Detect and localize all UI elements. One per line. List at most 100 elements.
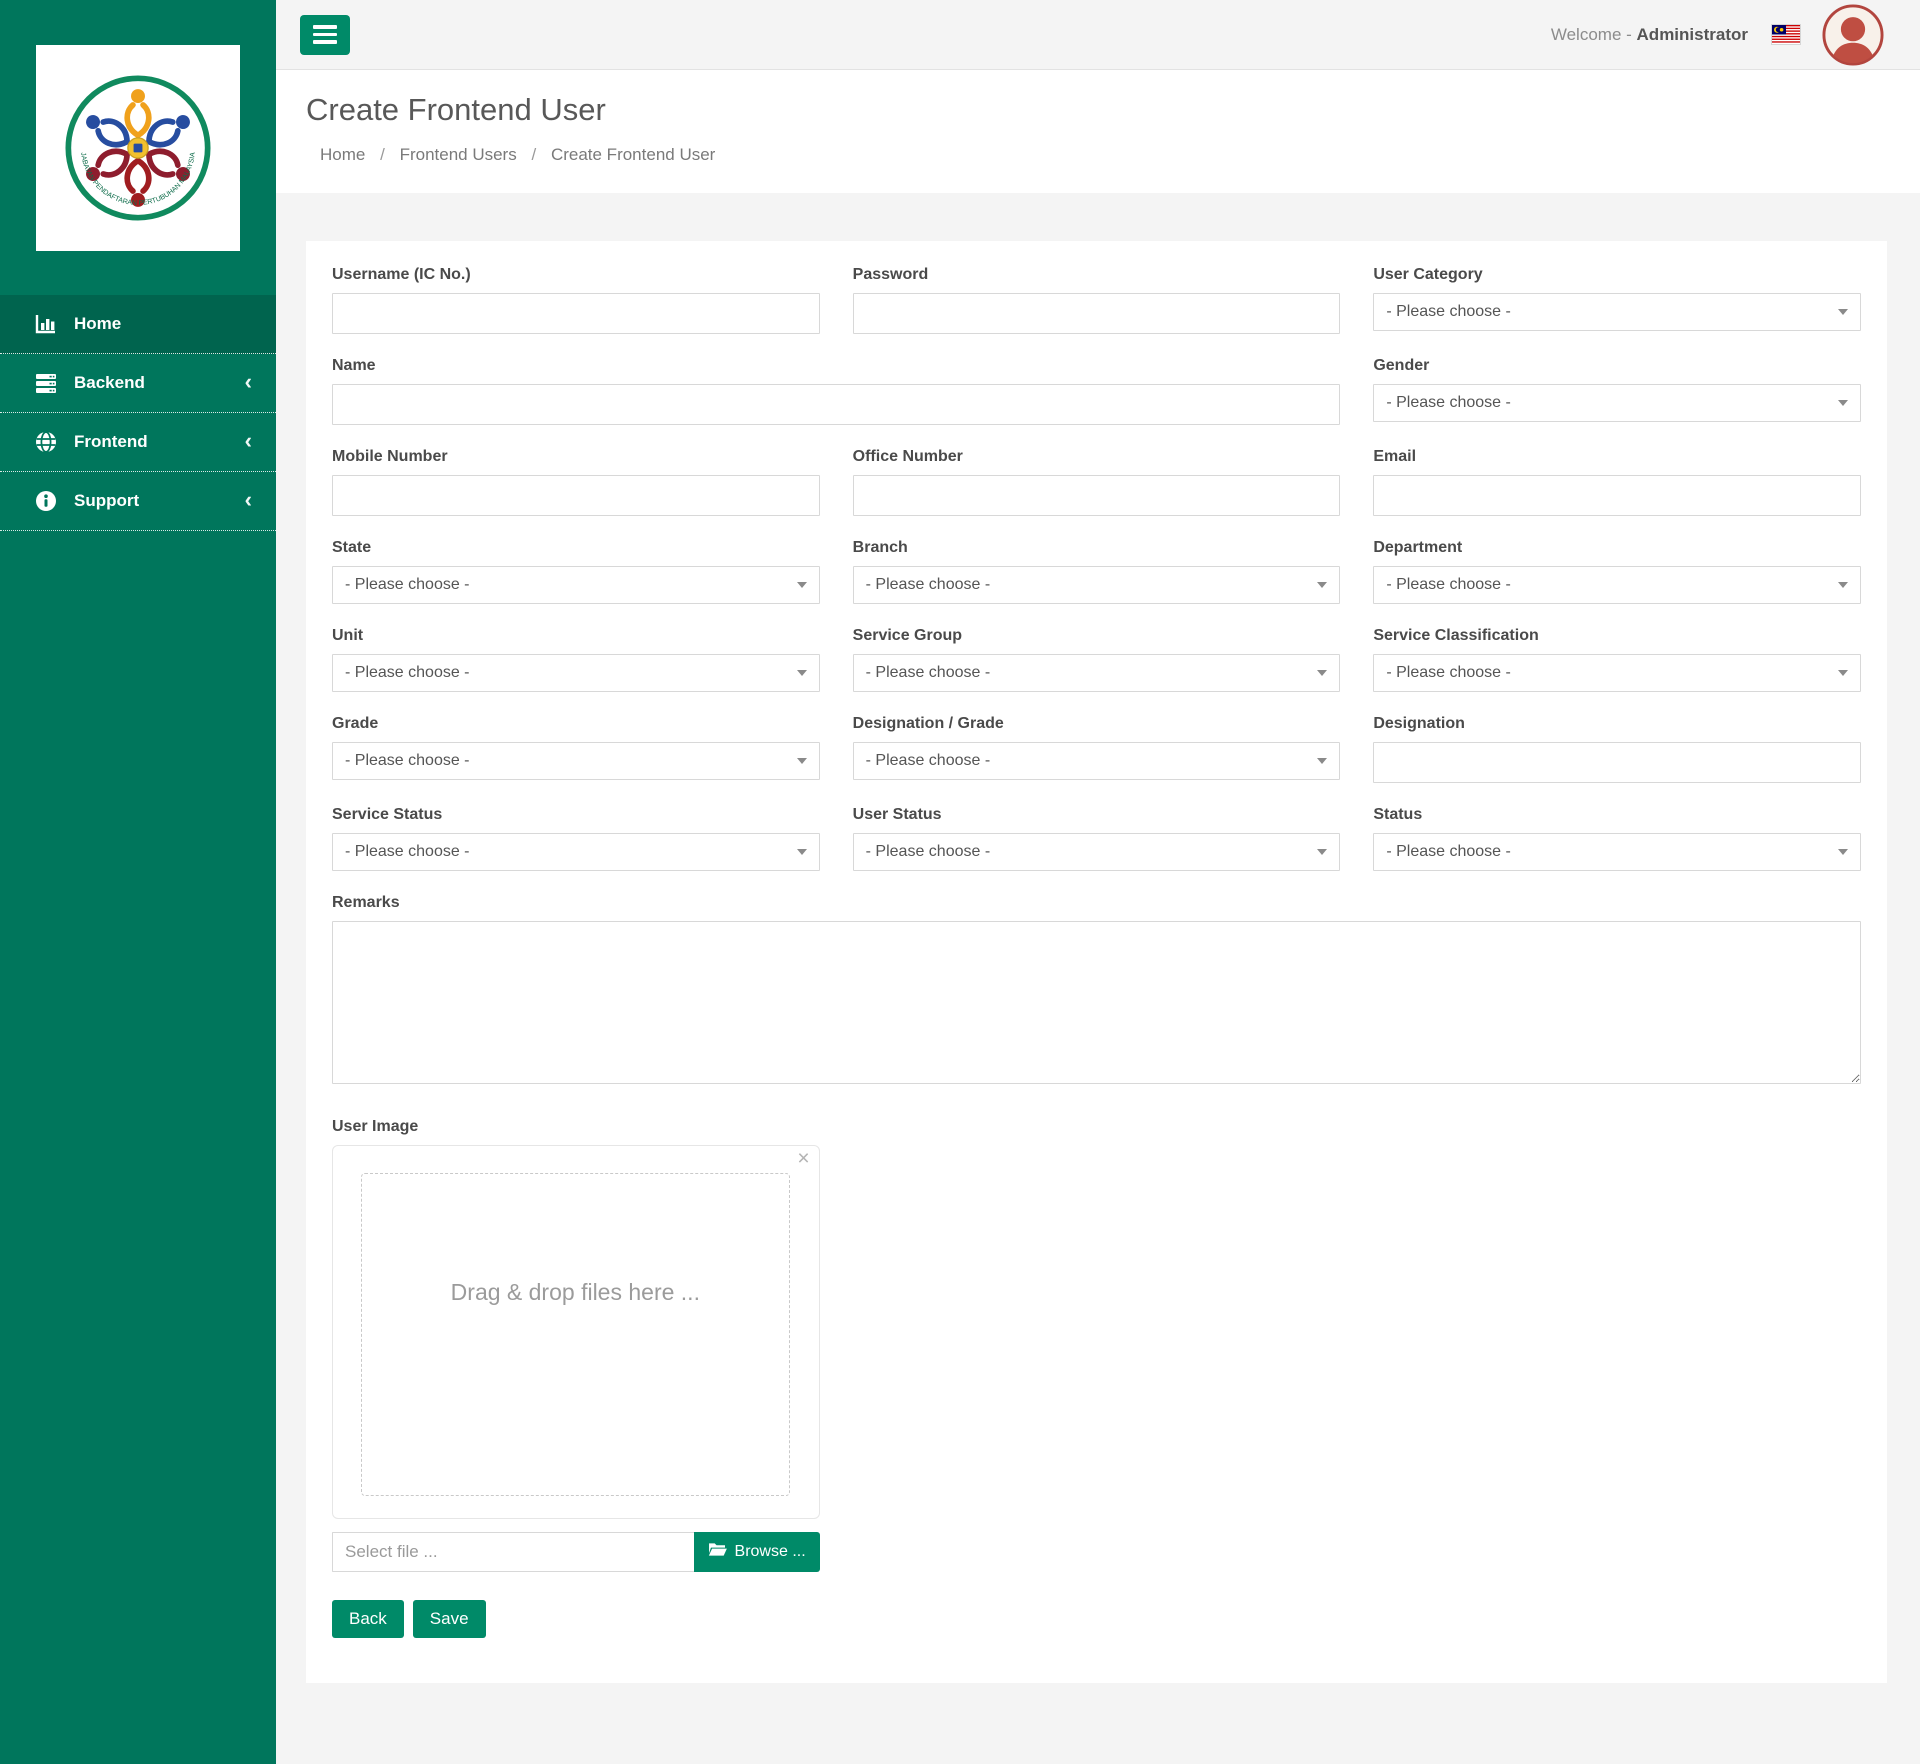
user-status-select[interactable]: - Please choose - (852, 833, 1341, 871)
unit-select[interactable]: - Please choose - (332, 654, 820, 692)
browse-button[interactable]: Browse ... (693, 1532, 820, 1572)
service-status-label: Service Status (332, 806, 443, 823)
state-label: State (332, 539, 372, 556)
close-icon[interactable]: × (797, 1147, 810, 1170)
field-mobile-number: Mobile Number (332, 447, 820, 516)
unit-label: Unit (332, 627, 364, 644)
browse-button-label: Browse ... (734, 1543, 806, 1560)
chevron-down-icon (796, 582, 807, 588)
email-input[interactable] (1373, 475, 1861, 516)
service-classification-label: Service Classification (1373, 627, 1539, 644)
save-button[interactable]: Save (412, 1600, 486, 1638)
user-avatar[interactable] (1822, 3, 1884, 66)
service-group-label: Service Group (852, 627, 963, 644)
page-title: Create Frontend User (306, 92, 606, 127)
field-user-image: User Image × Drag & drop files here ... (332, 1117, 820, 1572)
sidebar-item-label: Home (74, 314, 122, 333)
remarks-textarea[interactable] (332, 921, 1861, 1084)
menu-toggle-button[interactable] (300, 14, 350, 55)
image-dropzone[interactable]: × Drag & drop files here ... (332, 1145, 820, 1519)
gender-select[interactable]: - Please choose - (1373, 384, 1861, 422)
select-file-input[interactable] (332, 1532, 694, 1572)
ros-malaysia-logo-icon: JABATAN PENDAFTARAN PERTUBUHAN MALAYSIA (65, 75, 211, 221)
chevron-left-icon: ‹ (244, 428, 252, 453)
field-user-category: User Category - Please choose - (1373, 265, 1861, 334)
file-select-row: Browse ... (332, 1532, 820, 1572)
field-branch: Branch - Please choose - (852, 538, 1341, 604)
field-department: Department - Please choose - (1373, 538, 1861, 604)
username-input[interactable] (332, 293, 820, 334)
field-service-classification: Service Classification - Please choose - (1373, 626, 1861, 692)
select-value: - Please choose - (1386, 303, 1511, 320)
department-select[interactable]: - Please choose - (1373, 566, 1861, 604)
service-status-select[interactable]: - Please choose - (332, 833, 820, 871)
breadcrumb-current: Create Frontend User (550, 145, 716, 164)
username-label: Username (IC No.) (332, 266, 471, 283)
chevron-down-icon (1317, 670, 1328, 676)
password-label: Password (852, 266, 929, 283)
designation-grade-select[interactable]: - Please choose - (852, 742, 1341, 780)
breadcrumb-separator: / (531, 145, 537, 164)
chevron-down-icon (1837, 309, 1848, 315)
designation-grade-label: Designation / Grade (852, 715, 1004, 732)
sidebar: JABATAN PENDAFTARAN PERTUBUHAN MALAYSIA … (0, 0, 276, 1764)
select-value: - Please choose - (865, 576, 991, 593)
state-select[interactable]: - Please choose - (332, 566, 820, 604)
back-button[interactable]: Back (332, 1600, 404, 1638)
breadcrumb-home[interactable]: Home (320, 145, 366, 164)
user-category-select[interactable]: - Please choose - (1373, 293, 1861, 331)
field-designation-grade: Designation / Grade - Please choose - (852, 714, 1341, 783)
top-header: Welcome - Administrator (276, 0, 1920, 70)
field-grade: Grade - Please choose - (332, 714, 820, 783)
sidebar-item-label: Backend (74, 373, 145, 392)
select-value: - Please choose - (345, 752, 470, 769)
mobile-number-input[interactable] (332, 475, 820, 516)
sidebar-item-support[interactable]: Support ‹ (0, 472, 276, 531)
field-password: Password (852, 265, 1341, 334)
office-number-input[interactable] (852, 475, 1341, 516)
field-username: Username (IC No.) (332, 265, 820, 334)
chevron-down-icon (1837, 670, 1848, 676)
chevron-left-icon: ‹ (244, 369, 252, 394)
info-circle-icon (33, 489, 59, 513)
name-input[interactable] (332, 384, 1341, 425)
name-label: Name (332, 357, 376, 374)
sidebar-item-home[interactable]: Home (0, 295, 276, 354)
user-category-label: User Category (1373, 266, 1483, 283)
sidebar-item-backend[interactable]: Backend ‹ (0, 354, 276, 413)
service-classification-select[interactable]: - Please choose - (1373, 654, 1861, 692)
chevron-down-icon (1837, 400, 1848, 406)
grade-select[interactable]: - Please choose - (332, 742, 820, 780)
user-status-label: User Status (852, 806, 942, 823)
server-icon (33, 371, 59, 395)
branch-label: Branch (852, 539, 908, 556)
breadcrumb: Home / Frontend Users / Create Frontend … (320, 145, 1890, 165)
department-label: Department (1373, 539, 1463, 556)
field-remarks: Remarks (332, 893, 1861, 1089)
status-select[interactable]: - Please choose - (1373, 833, 1861, 871)
select-value: - Please choose - (865, 752, 991, 769)
chevron-down-icon (1317, 849, 1328, 855)
designation-label: Designation (1373, 715, 1465, 732)
select-value: - Please choose - (1386, 664, 1511, 681)
office-number-label: Office Number (852, 448, 963, 465)
malaysia-flag-icon[interactable] (1772, 25, 1800, 44)
dropzone-inner: Drag & drop files here ... (361, 1173, 790, 1496)
field-office-number: Office Number (852, 447, 1341, 516)
dropzone-text: Drag & drop files here ... (450, 1279, 700, 1305)
sidebar-item-frontend[interactable]: Frontend ‹ (0, 413, 276, 472)
chevron-down-icon (1317, 582, 1328, 588)
chevron-down-icon (1837, 849, 1848, 855)
field-service-group: Service Group - Please choose - (852, 626, 1341, 692)
chevron-down-icon (796, 758, 807, 764)
sidebar-item-label: Frontend (74, 432, 148, 451)
designation-input[interactable] (1373, 742, 1861, 783)
mobile-number-label: Mobile Number (332, 448, 448, 465)
service-group-select[interactable]: - Please choose - (852, 654, 1341, 692)
bar-chart-icon (33, 312, 59, 336)
password-input[interactable] (852, 293, 1341, 334)
branch-select[interactable]: - Please choose - (852, 566, 1341, 604)
breadcrumb-frontend-users[interactable]: Frontend Users (399, 145, 517, 164)
field-gender: Gender - Please choose - (1373, 356, 1861, 425)
